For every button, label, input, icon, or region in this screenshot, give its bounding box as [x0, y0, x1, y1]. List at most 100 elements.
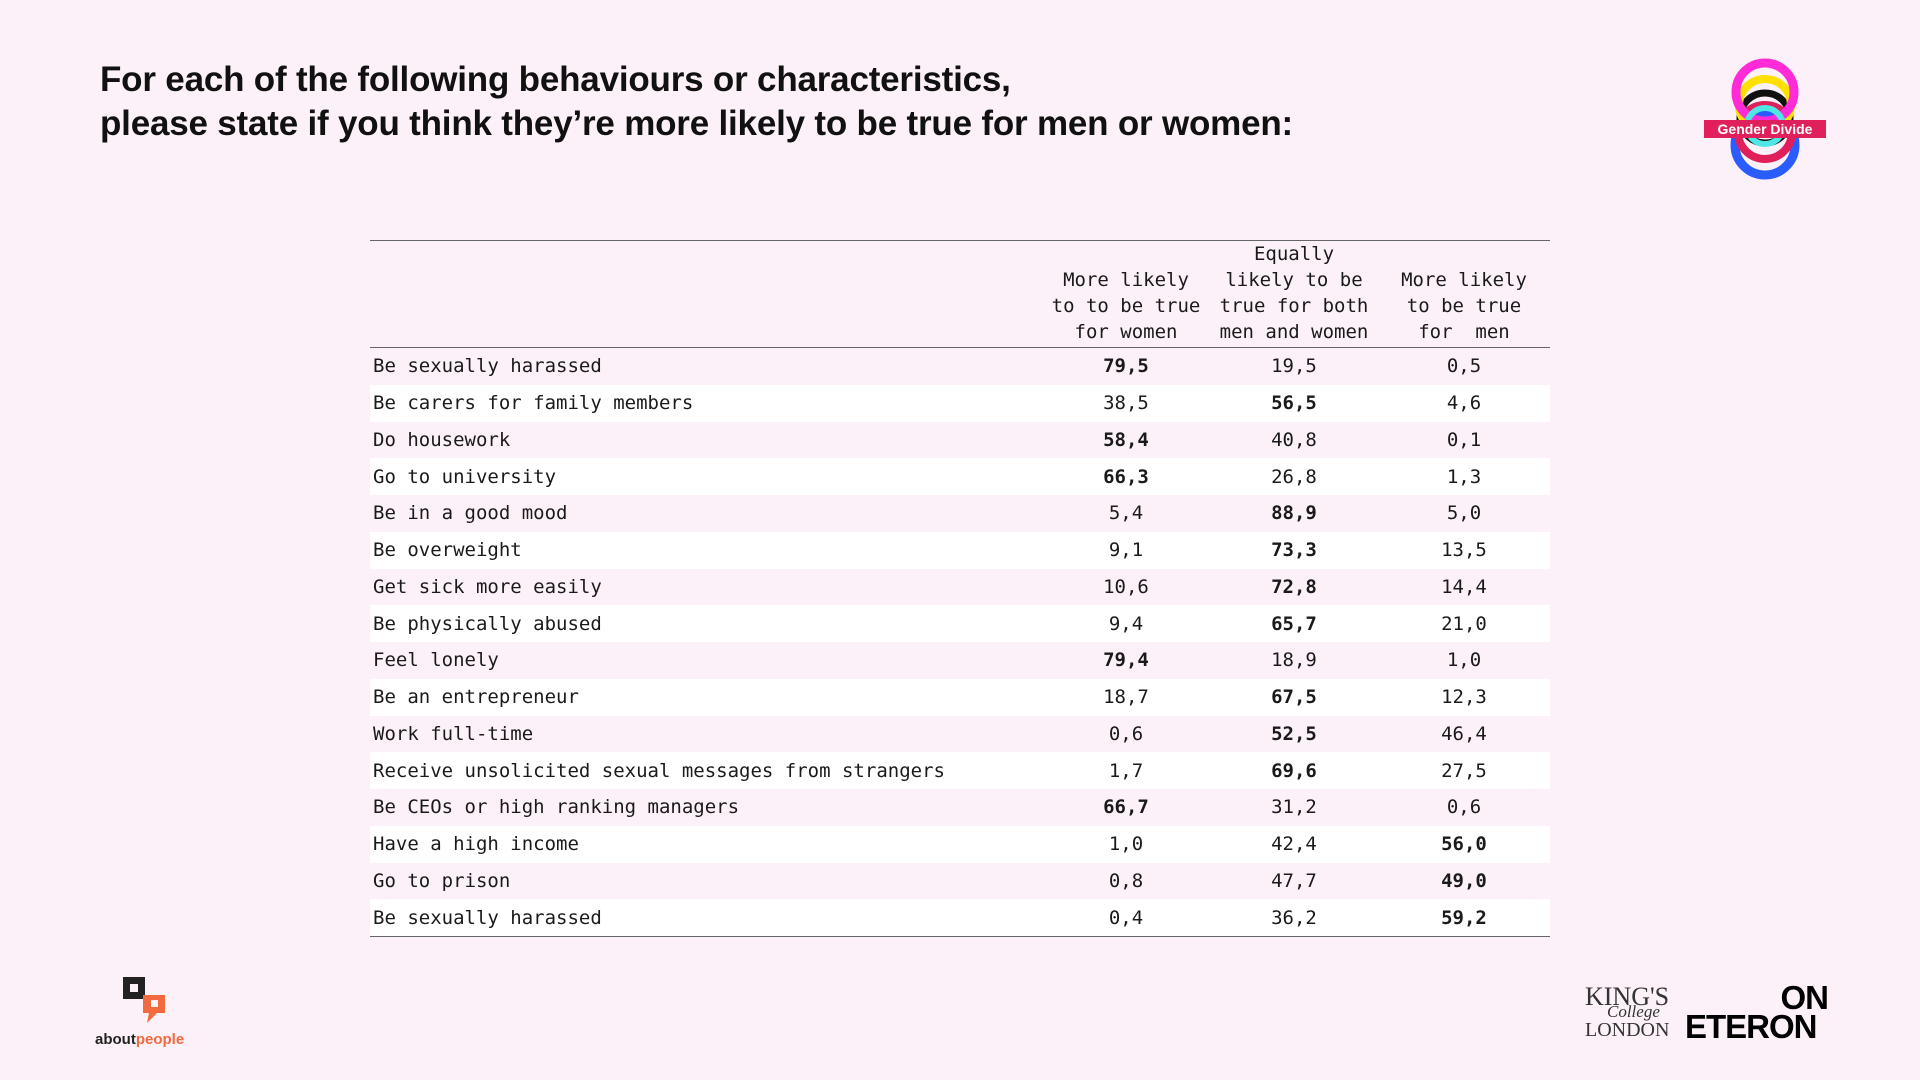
value-women: 58,4	[1042, 421, 1210, 459]
value-both: 88,9	[1210, 495, 1378, 532]
aboutpeople-wordmark: aboutpeople	[95, 1031, 184, 1048]
table-row: Receive unsolicited sexual messages from…	[370, 752, 1550, 789]
speech-bubbles-icon	[123, 977, 165, 1023]
value-women: 18,7	[1042, 678, 1210, 716]
value-both: 36,2	[1210, 899, 1378, 938]
value-men: 0,5	[1378, 347, 1550, 385]
value-both: 69,6	[1210, 752, 1378, 789]
row-label: Go to prison	[370, 862, 1042, 900]
row-label: Be CEOs or high ranking managers	[370, 789, 1042, 826]
table-row: Get sick more easily 10,6 72,8 14,4	[370, 568, 1550, 606]
value-women: 0,6	[1042, 715, 1210, 753]
page-title: For each of the following behaviours or …	[100, 58, 1293, 146]
value-women: 5,4	[1042, 495, 1210, 532]
value-both: 18,9	[1210, 642, 1378, 679]
value-both: 65,7	[1210, 605, 1378, 642]
eteron-on: ON	[1780, 979, 1829, 1016]
row-label: Go to university	[370, 458, 1042, 495]
value-women: 0,4	[1042, 899, 1210, 938]
title-line-1: For each of the following behaviours or …	[100, 60, 1011, 99]
table-row: Be CEOs or high ranking managers 66,7 31,2…	[370, 789, 1550, 826]
value-women: 79,5	[1042, 347, 1210, 385]
row-label: Do housework	[370, 421, 1042, 459]
value-women: 66,7	[1042, 789, 1210, 826]
value-both: 72,8	[1210, 568, 1378, 606]
row-label: Be carers for family members	[370, 384, 1042, 422]
value-both: 19,5	[1210, 347, 1378, 385]
header-blank	[370, 240, 1042, 348]
aboutpeople-about: about	[95, 1031, 136, 1048]
kings-college-london-logo: KING'S College LONDON	[1585, 984, 1673, 1042]
table-row: Be in a good mood 5,4 88,9 5,0	[370, 495, 1550, 532]
row-label: Have a high income	[370, 825, 1042, 863]
value-women: 9,1	[1042, 531, 1210, 569]
row-label: Work full-time	[370, 715, 1042, 753]
table-row: Be sexually harassed 79,5 19,5 0,5	[370, 347, 1550, 385]
value-men: 56,0	[1378, 825, 1550, 863]
value-women: 1,7	[1042, 752, 1210, 789]
table-row: Be overweight 9,1 73,3 13,5	[370, 531, 1550, 569]
table-row: Be an entrepreneur 18,7 67,5 12,3	[370, 678, 1550, 716]
table-row: Go to university 66,3 26,8 1,3	[370, 458, 1550, 495]
value-men: 59,2	[1378, 899, 1550, 938]
value-women: 0,8	[1042, 862, 1210, 900]
kcl-kings: KING'S	[1585, 982, 1670, 1011]
value-men: 0,6	[1378, 789, 1550, 826]
table-row: Do housework 58,4 40,8 0,1	[370, 421, 1550, 459]
row-label: Be overweight	[370, 531, 1042, 569]
table-row: Go to prison 0,8 47,7 49,0	[370, 862, 1550, 900]
table-row: Work full-time 0,6 52,5 46,4	[370, 715, 1550, 753]
table-row: Be physically abused 9,4 65,7 21,0	[370, 605, 1550, 642]
value-men: 4,6	[1378, 384, 1550, 422]
value-men: 27,5	[1378, 752, 1550, 789]
value-men: 0,1	[1378, 421, 1550, 459]
title-line-2: please state if you think they’re more l…	[100, 104, 1293, 143]
table-row: Be sexually harassed 0,4 36,2 59,2	[370, 899, 1550, 938]
value-men: 12,3	[1378, 678, 1550, 716]
aboutpeople-people: people	[135, 1031, 185, 1048]
on-eteron-logo: ON ETERON	[1685, 979, 1830, 1045]
row-label: Feel lonely	[370, 642, 1042, 679]
row-label: Be sexually harassed	[370, 899, 1042, 938]
header-men: More likely to be true for men	[1378, 240, 1550, 348]
value-women: 9,4	[1042, 605, 1210, 642]
value-women: 38,5	[1042, 384, 1210, 422]
value-women: 10,6	[1042, 568, 1210, 606]
value-both: 52,5	[1210, 715, 1378, 753]
value-both: 31,2	[1210, 789, 1378, 826]
aboutpeople-logo: aboutpeople	[95, 975, 205, 1050]
table-header-row: More likely to to be true for women Equa…	[370, 240, 1550, 348]
gender-divide-logo: Gender Divide	[1700, 50, 1830, 215]
value-women: 66,3	[1042, 458, 1210, 495]
row-label: Be sexually harassed	[370, 347, 1042, 385]
value-both: 42,4	[1210, 825, 1378, 863]
value-both: 47,7	[1210, 862, 1378, 900]
results-table: More likely to to be true for women Equa…	[370, 240, 1550, 938]
header-both: Equally likely to be true for both men a…	[1210, 240, 1378, 348]
table-body: Be sexually harassed 79,5 19,5 0,5 Be carers…	[370, 347, 1550, 938]
table-row: Be carers for family members 38,5 56,5 4,6	[370, 384, 1550, 422]
kcl-london: LONDON	[1585, 1019, 1670, 1041]
row-label: Be physically abused	[370, 605, 1042, 642]
table-row: Have a high income 1,0 42,4 56,0	[370, 825, 1550, 863]
value-men: 49,0	[1378, 862, 1550, 900]
gender-divide-label: Gender Divide	[1704, 120, 1826, 138]
value-women: 1,0	[1042, 825, 1210, 863]
value-men: 21,0	[1378, 605, 1550, 642]
value-women: 79,4	[1042, 642, 1210, 679]
value-men: 14,4	[1378, 568, 1550, 606]
eteron-name: ETERON	[1685, 1008, 1818, 1045]
value-both: 73,3	[1210, 531, 1378, 569]
value-both: 40,8	[1210, 421, 1378, 459]
row-label: Get sick more easily	[370, 568, 1042, 606]
kcl-college: College	[1607, 1002, 1660, 1021]
row-label: Receive unsolicited sexual messages from…	[370, 752, 1042, 789]
value-both: 67,5	[1210, 678, 1378, 716]
value-men: 1,3	[1378, 458, 1550, 495]
header-women: More likely to to be true for women	[1042, 240, 1210, 348]
value-men: 5,0	[1378, 495, 1550, 532]
value-both: 26,8	[1210, 458, 1378, 495]
value-men: 46,4	[1378, 715, 1550, 753]
table-row: Feel lonely 79,4 18,9 1,0	[370, 642, 1550, 679]
value-men: 13,5	[1378, 531, 1550, 569]
